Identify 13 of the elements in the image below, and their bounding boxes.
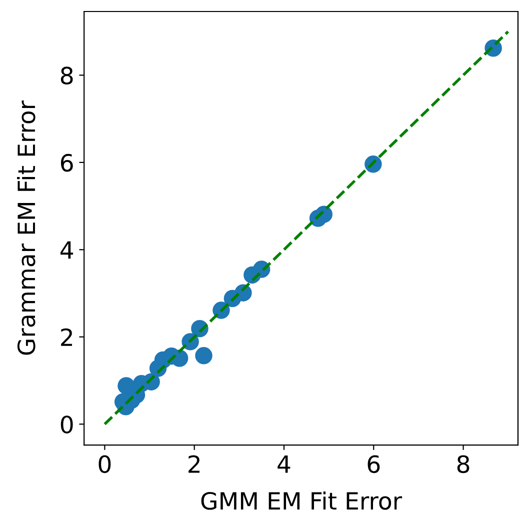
y-tick-label: 2 xyxy=(61,328,72,346)
y-tick-label: 8 xyxy=(60,66,73,84)
x-axis-title: GMM EM Fit Error xyxy=(201,492,402,510)
x-tick-label: 8 xyxy=(457,455,470,474)
y-tick-label: 4 xyxy=(60,241,74,259)
x-tick-label: 0 xyxy=(98,455,111,474)
y-tick-label: 0 xyxy=(60,416,73,434)
x-tick-label: 2 xyxy=(188,455,200,473)
y-axis-title: Grammar EM Fit Error xyxy=(17,100,36,355)
point xyxy=(195,347,212,364)
y-tick-label: 6 xyxy=(60,154,73,172)
x-tick-label: 6 xyxy=(368,455,380,474)
x-tick-label: 4 xyxy=(278,456,290,473)
